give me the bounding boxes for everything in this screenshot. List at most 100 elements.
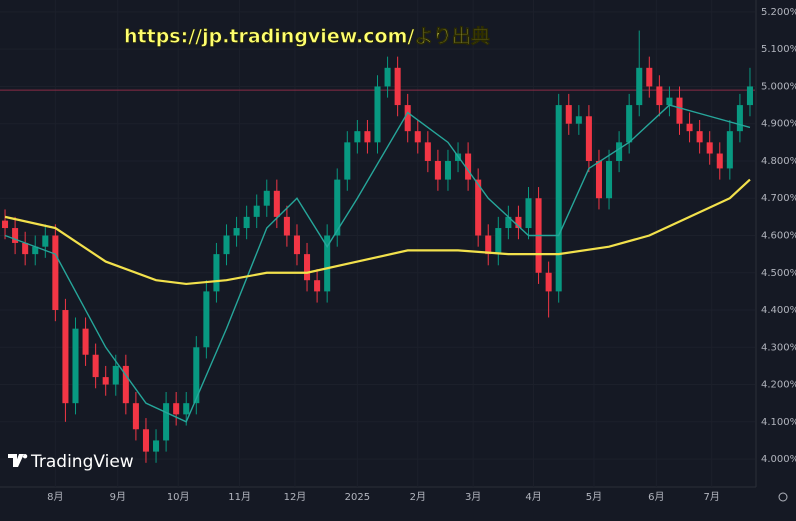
y-tick-label: 4.200% bbox=[761, 380, 796, 391]
candle-body bbox=[475, 179, 482, 236]
x-tick-label: 2025 bbox=[345, 492, 370, 503]
candle-body bbox=[132, 403, 139, 430]
x-tick-label: 5月 bbox=[586, 491, 602, 503]
candle-body bbox=[666, 97, 673, 106]
x-tick-label: 11月 bbox=[228, 491, 251, 503]
candle-body bbox=[253, 205, 260, 217]
x-tick-label: 12月 bbox=[284, 491, 307, 503]
candle-body bbox=[92, 354, 99, 378]
candle-body bbox=[354, 131, 361, 143]
candle-body bbox=[746, 86, 753, 106]
y-tick-label: 4.400% bbox=[761, 305, 796, 316]
candle-body bbox=[424, 142, 431, 161]
candle-body bbox=[485, 235, 492, 255]
candle-body bbox=[12, 228, 19, 243]
candle-body bbox=[233, 228, 240, 236]
candle-body bbox=[142, 429, 149, 452]
y-tick-label: 4.500% bbox=[761, 268, 796, 279]
x-tick-label: 7月 bbox=[704, 491, 720, 503]
candle-body bbox=[22, 242, 29, 255]
x-tick-label: 2月 bbox=[410, 491, 426, 503]
moving-average-line bbox=[4, 104, 751, 423]
candle-body bbox=[696, 131, 703, 143]
plot-area bbox=[0, 30, 755, 463]
candle-body bbox=[283, 216, 290, 236]
candle-body bbox=[716, 153, 723, 169]
candle-body bbox=[686, 123, 693, 132]
y-tick-label: 5.100% bbox=[761, 44, 796, 55]
candle-body bbox=[122, 365, 129, 404]
candle-body bbox=[394, 67, 401, 106]
candle-body bbox=[545, 272, 552, 292]
y-tick-label: 4.100% bbox=[761, 417, 796, 428]
candle-body bbox=[243, 216, 250, 229]
brand-text: TradingView bbox=[30, 452, 134, 472]
candle-body bbox=[575, 116, 582, 124]
y-tick-label: 4.000% bbox=[761, 454, 796, 465]
brand-logo: TradingView bbox=[8, 452, 134, 472]
candle-body bbox=[626, 105, 633, 143]
candle-body bbox=[565, 105, 572, 124]
candle-body bbox=[213, 254, 220, 292]
candle-body bbox=[736, 105, 743, 132]
x-tick-label: 4月 bbox=[525, 491, 541, 503]
candle-body bbox=[726, 131, 733, 169]
candle-body bbox=[595, 160, 602, 199]
candle-body bbox=[515, 216, 522, 229]
x-tick-label: 10月 bbox=[167, 491, 190, 503]
candle-body bbox=[585, 116, 592, 161]
candle-body bbox=[263, 190, 270, 206]
candle-body bbox=[646, 67, 653, 87]
candle-body bbox=[364, 131, 371, 143]
candle-body bbox=[32, 246, 39, 255]
y-tick-label: 4.900% bbox=[761, 119, 796, 130]
candle-body bbox=[636, 67, 643, 106]
candle-body bbox=[495, 228, 502, 255]
candle-body bbox=[324, 235, 331, 292]
moving-average-line bbox=[4, 178, 751, 286]
candle-body bbox=[606, 160, 613, 199]
candle-body bbox=[293, 235, 300, 255]
candle-body bbox=[173, 403, 180, 415]
y-tick-label: 4.300% bbox=[761, 342, 796, 353]
candle-body bbox=[42, 235, 49, 247]
candle-body bbox=[676, 97, 683, 124]
y-tick-label: 5.200% bbox=[761, 7, 796, 18]
candle-body bbox=[706, 142, 713, 154]
y-tick-label: 5.000% bbox=[761, 81, 796, 92]
candle-body bbox=[102, 377, 109, 385]
candle-body bbox=[314, 280, 321, 292]
candle-body bbox=[112, 365, 119, 385]
candle-body bbox=[616, 142, 623, 161]
candle-body bbox=[223, 235, 230, 255]
candle-body bbox=[153, 440, 160, 452]
x-tick-label: 3月 bbox=[465, 491, 481, 503]
candle-body bbox=[2, 220, 9, 229]
candle-body bbox=[334, 179, 341, 236]
candle-body bbox=[404, 105, 411, 132]
candle-body bbox=[52, 235, 59, 311]
candle-body bbox=[193, 347, 200, 404]
source-note: https://jp.tradingview.com/より出典 bbox=[124, 25, 490, 48]
candle-body bbox=[183, 403, 190, 415]
candle-body bbox=[465, 153, 472, 180]
candle-body bbox=[434, 160, 441, 180]
settings-icon[interactable] bbox=[778, 492, 788, 502]
candle-body bbox=[384, 67, 391, 87]
x-tick-label: 8月 bbox=[47, 491, 63, 503]
candle-body bbox=[555, 105, 562, 292]
y-tick-label: 4.600% bbox=[761, 230, 796, 241]
candle-body bbox=[273, 190, 280, 217]
candle-body bbox=[203, 291, 210, 348]
candle-body bbox=[62, 310, 69, 404]
candle-body bbox=[374, 86, 381, 143]
candle-body bbox=[505, 216, 512, 229]
brand-icon bbox=[8, 454, 28, 467]
y-tick-label: 4.800% bbox=[761, 156, 796, 167]
candle-body bbox=[72, 328, 79, 404]
x-tick-label: 9月 bbox=[110, 491, 126, 503]
candle-body bbox=[344, 142, 351, 180]
y-tick-label: 4.700% bbox=[761, 193, 796, 204]
candle-body bbox=[414, 131, 421, 143]
